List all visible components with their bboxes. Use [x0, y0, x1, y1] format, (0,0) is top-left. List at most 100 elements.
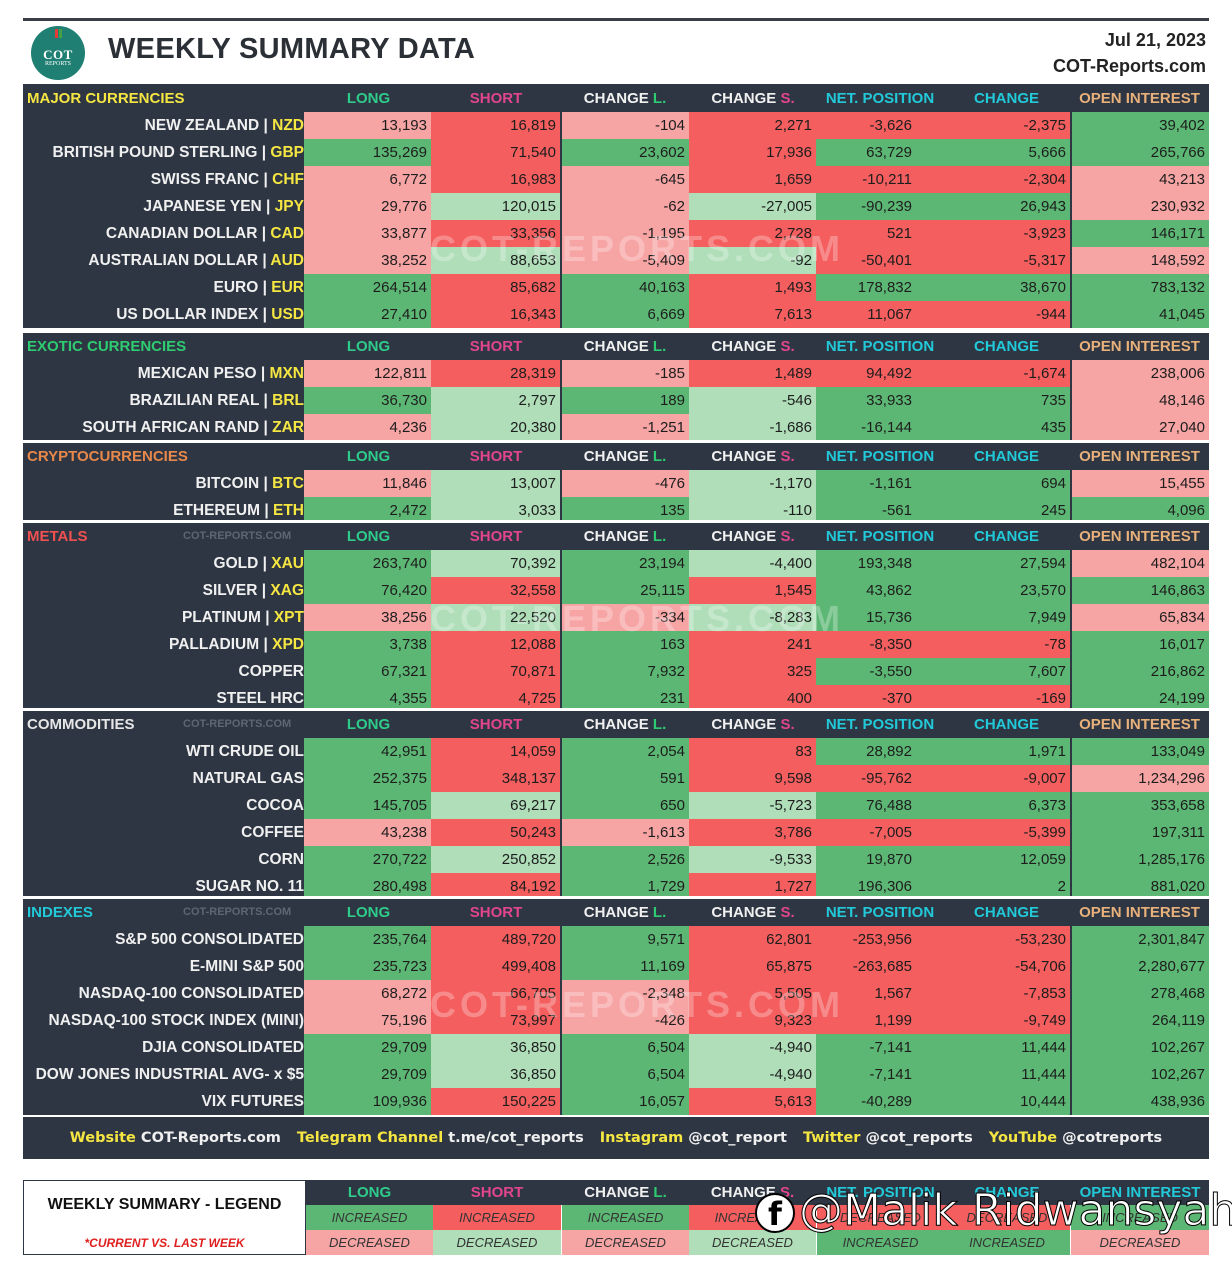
section-title: CRYPTOCURRENCIES [27, 448, 188, 465]
instrument-label: JAPANESE YEN | JPY [23, 198, 304, 216]
cell-short: 50,243 [431, 819, 560, 846]
cell-change: 5,666 [944, 139, 1070, 166]
cell-change-short: -4,940 [689, 1061, 816, 1088]
cell-short: 20,380 [431, 414, 560, 441]
cell-open-interest: 881,020 [1072, 873, 1209, 900]
cell-long: 75,196 [304, 1007, 431, 1034]
cell-change-short: -1,686 [689, 414, 816, 441]
cell-change: 27,594 [944, 550, 1070, 577]
col-net-position: NET. POSITION [825, 90, 935, 107]
section-header: EXOTIC CURRENCIES LONG SHORT CHANGE L. CHANG… [23, 332, 1209, 360]
separator: | [257, 225, 271, 242]
section-metals: METALS COT-REPORTS.COM LONG SHORT CHANGE L. C… [23, 522, 1209, 712]
instrument-label: BRITISH POUND STERLING | GBP [23, 144, 305, 162]
cell-short: 36,850 [431, 1034, 560, 1061]
cell-change: 245 [944, 497, 1070, 524]
instrument-label: SOUTH AFRICAN RAND | ZAR [23, 419, 304, 437]
col-net-position: NET. POSITION [825, 528, 935, 545]
col-change-long: CHANGE L. [561, 338, 689, 355]
footer-links: Website COT-Reports.com Telegram Channel … [23, 1117, 1209, 1159]
cell-long: 67,321 [304, 658, 431, 685]
cell-long: 29,776 [304, 193, 431, 220]
col-change-short-prefix: CHANGE [711, 716, 781, 733]
cell-change-long: 6,504 [562, 1061, 689, 1088]
col-change-long-prefix: CHANGE [583, 528, 653, 545]
section-divider [23, 708, 1209, 711]
cell-long: 13,193 [304, 112, 431, 139]
top-rule [23, 18, 1209, 21]
instrument-code: USD [271, 306, 304, 323]
author-watermark: f @Malik Ridwansyah [755, 1185, 1232, 1237]
footer-link-telegram-channel[interactable]: Telegram Channel t.me/cot_reports [297, 1130, 584, 1146]
logo-red-bar-icon [55, 29, 58, 38]
table-row: NEW ZEALAND | NZD13,19316,819-1042,271⇩-… [23, 112, 1209, 139]
cell-change: -1,674 [944, 360, 1070, 387]
cell-change-short: 9,323 [689, 1007, 816, 1034]
instrument-label: E-MINI S&P 500 [23, 958, 304, 976]
cell-change: 26,943 [944, 193, 1070, 220]
cell-change-short: 83 [689, 738, 816, 765]
cell-change: 435 [944, 414, 1070, 441]
col-open-interest: OPEN INTEREST [1079, 716, 1200, 733]
legend-cell: INCREASED [1071, 1205, 1209, 1230]
cell-change-short: 1,727 [689, 873, 816, 900]
col-change: CHANGE [973, 716, 1039, 733]
cell-open-interest: 438,936 [1072, 1088, 1209, 1115]
footer-link-website[interactable]: Website COT-Reports.com [70, 1130, 281, 1146]
footer-link-key: Website [69, 1130, 136, 1146]
cot-reports-logo: COT REPORTS [31, 26, 85, 80]
instrument-name: NASDAQ-100 CONSOLIDATED [78, 985, 304, 1002]
cell-change-long: -1,251 [562, 414, 689, 441]
cell-long: 135,269 [304, 139, 431, 166]
author-watermark-text: @Malik Ridwansyah [798, 1185, 1232, 1237]
cell-net-position: -7,141 [818, 1034, 944, 1061]
cell-short: 33,356 [431, 220, 560, 247]
separator: | [258, 252, 271, 269]
col-change-long-prefix: CHANGE [583, 448, 653, 465]
col-change-short: CHANGE S. [689, 448, 817, 465]
col-change-long-prefix: CHANGE [583, 904, 653, 921]
instrument-label: NASDAQ-100 STOCK INDEX (MINI) [23, 1012, 305, 1030]
cell-net-position: 28,892 [818, 738, 944, 765]
table-row: GOLD | XAU263,74070,39223,194-4,400⇧193,… [23, 550, 1209, 577]
cell-short: 16,343 [431, 301, 560, 328]
cell-change-long: 23,194 [562, 550, 689, 577]
cell-short: 3,033 [431, 497, 560, 524]
cell-short: 16,819 [431, 112, 560, 139]
col-net-position: NET. POSITION [825, 338, 935, 355]
instrument-name: BRAZILIAN REAL [129, 392, 260, 409]
cell-change: -9,007 [944, 765, 1070, 792]
cell-short: 73,997 [431, 1007, 560, 1034]
footer-link-key: Instagram [599, 1130, 684, 1146]
cell-long: 109,936 [304, 1088, 431, 1115]
col-change-long-suffix: L. [652, 528, 667, 545]
footer-link-youtube[interactable]: YouTube @cotreports [989, 1130, 1162, 1146]
section-exotic-currencies: EXOTIC CURRENCIES LONG SHORT CHANGE L. CHANG… [23, 332, 1209, 441]
col-change-long: CHANGE L. [561, 904, 689, 921]
cell-open-interest: 197,311 [1072, 819, 1209, 846]
legend-cell: DECREASED [433, 1230, 561, 1255]
cell-change: 38,670 [944, 274, 1070, 301]
legend-cell: INCREASED [433, 1205, 561, 1230]
footer-link-instagram[interactable]: Instagram @cot_report [600, 1130, 787, 1146]
cell-short: 66,705 [431, 980, 560, 1007]
instrument-code: CHF [272, 171, 304, 188]
cell-change-long: 650 [562, 792, 689, 819]
cell-change: -2,375 [944, 112, 1070, 139]
footer-link-twitter[interactable]: Twitter @cot_reports [803, 1130, 973, 1146]
cell-change-short: 325 [689, 658, 816, 685]
col-change-short-suffix: S. [780, 716, 795, 733]
table-row: SOUTH AFRICAN RAND | ZAR 4,236 20,380 -1,25… [23, 414, 1209, 441]
col-open-interest: OPEN INTEREST [1079, 904, 1200, 921]
section-header: COMMODITIES COT-REPORTS.COM LONG SHORT CHANG… [23, 710, 1209, 738]
cell-open-interest: 264,119 [1072, 1007, 1209, 1034]
cell-change: -5,399 [944, 819, 1070, 846]
instrument-name: JAPANESE YEN [143, 198, 262, 215]
col-short: SHORT [469, 90, 523, 107]
instrument-name: CORN [258, 851, 304, 868]
cell-long: 36,730 [304, 387, 431, 414]
instrument-name: WTI CRUDE OIL [186, 743, 304, 760]
col-change-long-suffix: L. [652, 448, 667, 465]
cell-net-position: -253,956 [818, 926, 944, 953]
col-change-long: CHANGE L. [561, 448, 689, 465]
